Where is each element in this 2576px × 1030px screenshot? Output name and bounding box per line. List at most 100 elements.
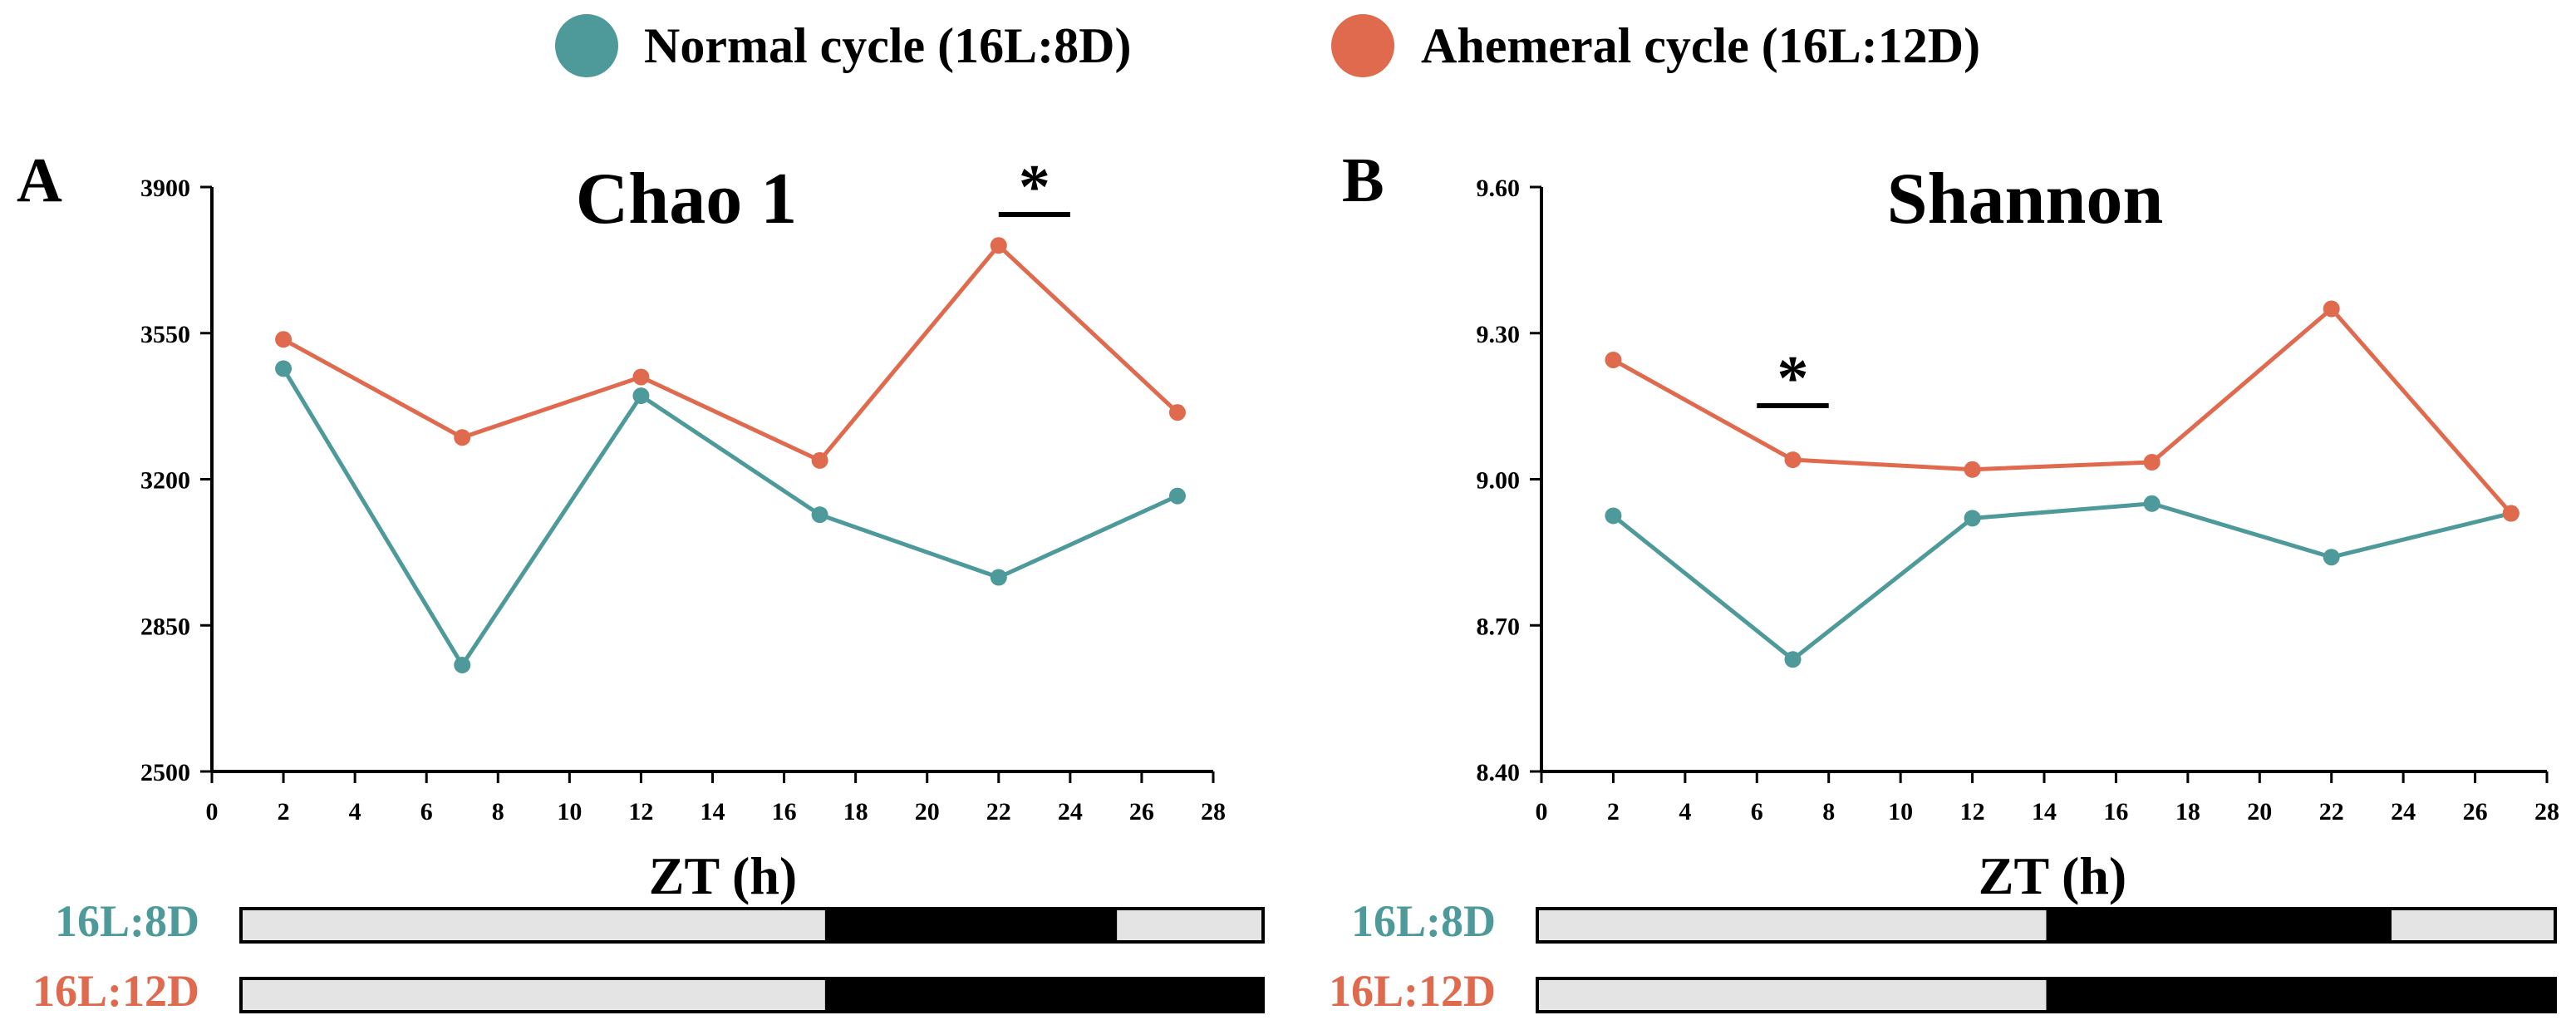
legend: Normal cycle (16L:8D) Ahemeral cycle (16… (555, 14, 1980, 77)
significance-star: * (1019, 152, 1050, 222)
data-point-ahemeral (2143, 453, 2161, 471)
chart-title-chao1: Chao 1 (576, 159, 798, 239)
data-point-normal (2143, 495, 2161, 512)
data-point-normal (2323, 549, 2340, 566)
x-tick-label: 24 (1058, 798, 1083, 825)
cycle-segment-light (1117, 909, 1263, 942)
data-point-ahemeral (632, 368, 650, 386)
data-point-ahemeral (990, 237, 1007, 254)
cycle-label-ahemeral: 16L:12D (1329, 966, 1496, 1016)
data-point-normal (1964, 510, 1981, 527)
x-tick-label: 6 (420, 798, 433, 825)
data-point-ahemeral (1605, 351, 1622, 368)
data-point-ahemeral (1168, 404, 1186, 421)
x-tick-label: 18 (843, 798, 868, 825)
y-tick-label: 3550 (140, 321, 190, 348)
cycle-segment-dark (2046, 909, 2392, 942)
data-point-normal (811, 506, 828, 524)
x-tick-label: 26 (2463, 798, 2488, 825)
data-point-ahemeral (811, 451, 828, 469)
y-tick-label: 3900 (140, 175, 190, 202)
x-tick-label: 4 (349, 798, 361, 825)
data-point-normal (1605, 507, 1622, 525)
x-tick-label: 20 (915, 798, 940, 825)
x-tick-label: 12 (1960, 798, 1985, 825)
legend-marker-normal (555, 14, 618, 77)
x-tick-label: 16 (772, 798, 797, 825)
x-tick-label: 16 (2103, 798, 2128, 825)
series-line-ahemeral (1612, 306, 2513, 515)
data-point-normal (275, 360, 293, 377)
y-tick-label: 9.30 (1477, 321, 1521, 348)
x-tick-label: 10 (557, 798, 582, 825)
x-tick-label: 22 (2319, 798, 2344, 825)
legend-marker-ahemeral (1331, 14, 1394, 77)
data-point-ahemeral (1784, 451, 1802, 469)
y-tick-label: 8.70 (1477, 613, 1521, 640)
x-tick-label: 0 (206, 798, 219, 825)
panel-b: B Shannon 8.408.709.009.309.600 2 4 6 8 10 12 1… (1329, 145, 2559, 1016)
x-tick-label: 28 (2534, 798, 2559, 825)
x-axis-label-a: ZT (h) (649, 846, 797, 905)
data-point-normal (1168, 487, 1186, 505)
series-line-normal (281, 367, 1178, 668)
cycle-segment-light (2392, 909, 2555, 942)
cycle-bar-outline (1536, 977, 2557, 1013)
cycle-label-normal: 16L:8D (55, 896, 199, 946)
cycle-label-ahemeral: 16L:12D (32, 966, 199, 1016)
significance-star: * (1777, 343, 1809, 413)
x-tick-label: 18 (2175, 798, 2200, 825)
x-tick-label: 8 (492, 798, 504, 825)
cycle-label-normal: 16L:8D (1351, 896, 1496, 946)
x-tick-label: 0 (1536, 798, 1548, 825)
data-point-ahemeral (275, 331, 293, 348)
data-point-normal (990, 569, 1007, 586)
data-point-normal (1784, 651, 1802, 668)
cycle-bar-outline (239, 907, 1265, 944)
cycle-segment-light (1537, 978, 2047, 1012)
cycle-segment-light (241, 909, 825, 942)
cycle-bar-outline (1536, 907, 2557, 944)
cycle-segment-light (1537, 909, 2047, 942)
x-axis-label-b: ZT (h) (1979, 846, 2126, 905)
data-point-normal (454, 656, 471, 673)
cycle-segment-light (241, 978, 825, 1012)
legend-label-ahemeral: Ahemeral cycle (16L:12D) (1421, 18, 1980, 73)
cycle-bar-outline (239, 977, 1265, 1013)
x-tick-label: 20 (2247, 798, 2272, 825)
y-tick-label: 3200 (140, 467, 190, 495)
x-tick-label: 6 (1751, 798, 1763, 825)
data-point-ahemeral (454, 429, 471, 446)
panel-label-b: B (1342, 145, 1384, 215)
x-tick-label: 8 (1822, 798, 1835, 825)
legend-label-normal: Normal cycle (16L:8D) (644, 18, 1131, 73)
cycle-segment-dark (824, 978, 1263, 1012)
x-tick-label: 22 (986, 798, 1011, 825)
x-tick-label: 2 (278, 798, 290, 825)
x-tick-label: 4 (1679, 798, 1691, 825)
data-point-ahemeral (2323, 300, 2340, 318)
x-tick-label: 28 (1201, 798, 1226, 825)
series-line-ahemeral (282, 243, 1179, 463)
data-point-ahemeral (2502, 505, 2519, 522)
x-tick-label: 12 (628, 798, 653, 825)
cycle-segment-dark (824, 909, 1118, 942)
y-tick-label: 2500 (140, 759, 190, 786)
chart-title-shannon: Shannon (1887, 159, 2164, 239)
y-tick-label: 2850 (140, 613, 190, 640)
x-tick-label: 26 (1129, 798, 1154, 825)
x-tick-label: 14 (2032, 798, 2057, 825)
x-tick-label: 24 (2391, 798, 2416, 825)
data-point-ahemeral (1964, 461, 1981, 478)
panel-label-a: A (17, 145, 62, 215)
x-tick-label: 14 (701, 798, 725, 825)
data-point-normal (632, 387, 650, 405)
y-tick-label: 8.40 (1477, 759, 1521, 786)
y-tick-label: 9.60 (1477, 175, 1521, 202)
series-line-normal (1611, 501, 2512, 662)
y-tick-label: 9.00 (1477, 467, 1521, 495)
cycle-segment-dark (2046, 978, 2555, 1012)
x-tick-label: 2 (1607, 798, 1620, 825)
